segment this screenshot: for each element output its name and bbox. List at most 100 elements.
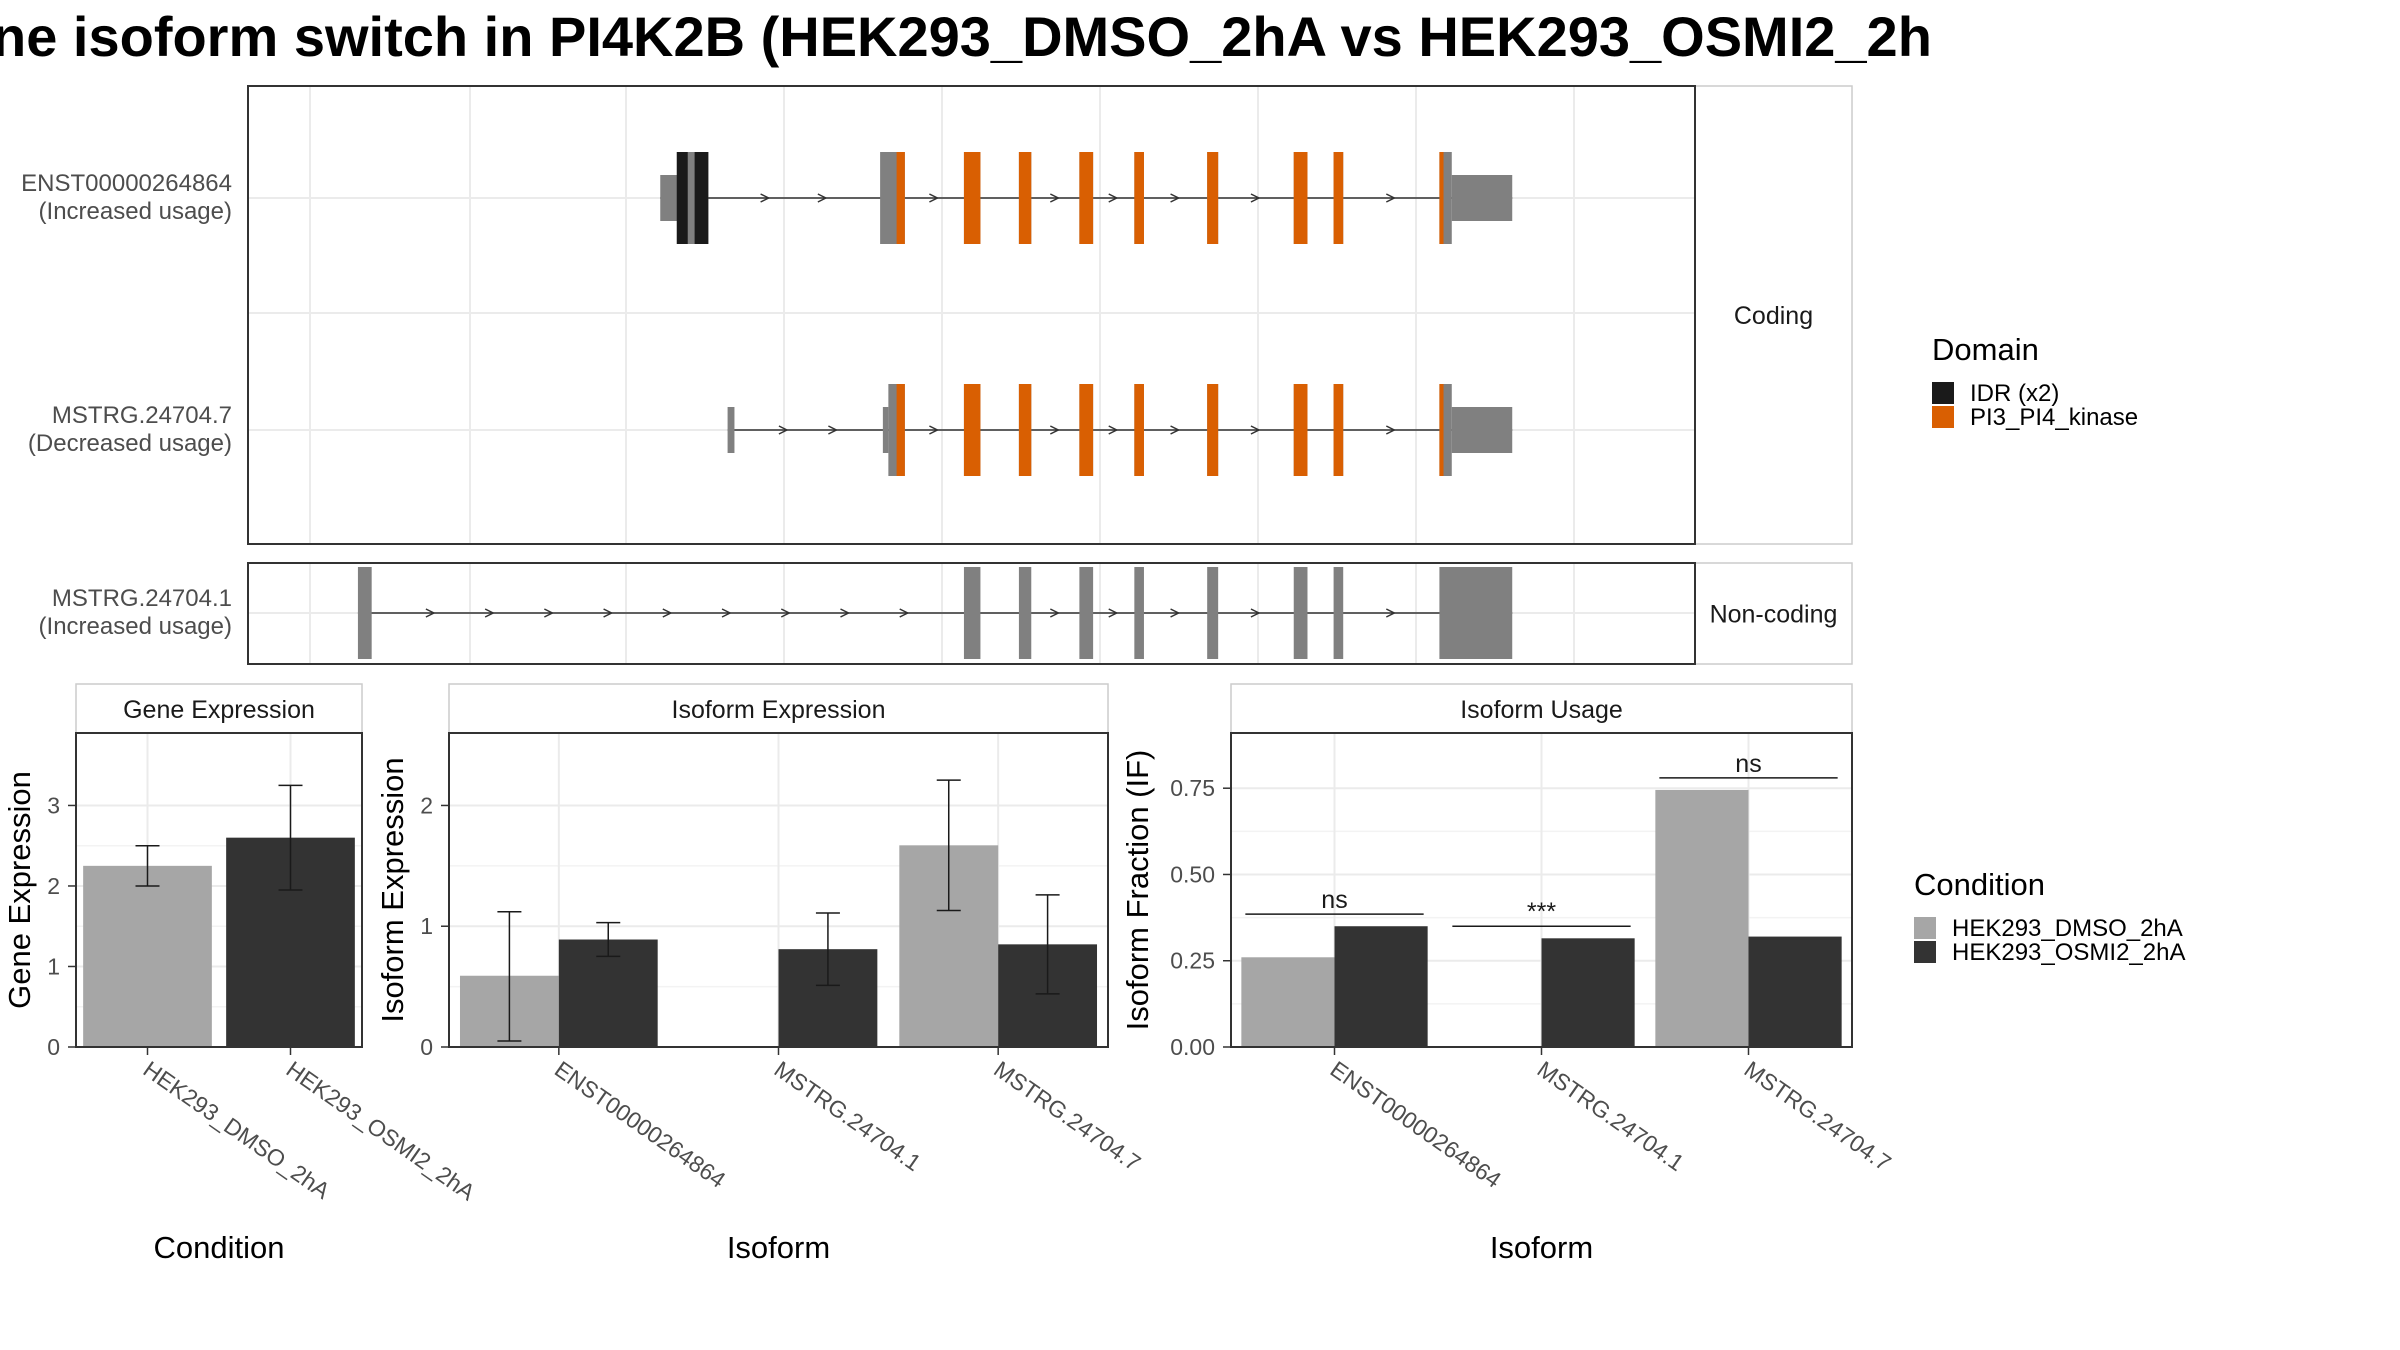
- x-axis-title: Isoform: [727, 1230, 830, 1265]
- figure-title: ne isoform switch in PI4K2B (HEK293_DMSO…: [0, 5, 1932, 68]
- transcript-label: ENST00000264864: [21, 170, 232, 197]
- strand-arrow: [484, 608, 495, 618]
- strand-arrow: [1108, 193, 1119, 203]
- strand-arrow: [780, 608, 791, 618]
- strand-arrow: [603, 608, 614, 618]
- noncoding-exon: [1439, 567, 1513, 659]
- noncoding-exon: [963, 567, 981, 659]
- strand-arrow: [1170, 425, 1181, 435]
- y-tick-label: 0.25: [1170, 948, 1215, 974]
- x-axis-title: Isoform: [1490, 1230, 1593, 1265]
- noncoding-exon: [1333, 567, 1344, 659]
- strand-arrow: [1170, 193, 1181, 203]
- strand-arrow: [778, 425, 789, 435]
- domain-segment: [1134, 384, 1144, 476]
- legend-swatch: [1932, 382, 1954, 404]
- panel-border: [1230, 732, 1853, 1048]
- noncoding-exon: [1293, 567, 1308, 659]
- transcript-usage-label: (Increased usage): [39, 198, 232, 225]
- panel-strip-label: Isoform Usage: [1460, 696, 1623, 724]
- transcript-usage-label: (Decreased usage): [28, 430, 232, 457]
- facet-strip-label: Coding: [1734, 302, 1813, 330]
- strand-arrow: [840, 608, 851, 618]
- strand-arrow: [1250, 608, 1261, 618]
- domain-segment: [694, 152, 709, 244]
- domain-segment: [1018, 384, 1032, 476]
- x-axis-title: Condition: [154, 1230, 285, 1265]
- facet-strip-label: Non-coding: [1710, 601, 1838, 629]
- strand-arrow: [1049, 425, 1060, 435]
- noncoding-exon: [1018, 567, 1032, 659]
- y-tick-label: 2: [47, 873, 60, 899]
- transcript-label: MSTRG.24704.1: [52, 585, 232, 612]
- bar: [1241, 957, 1335, 1047]
- legend-label: HEK293_DMSO_2hA: [1952, 915, 2183, 942]
- legend-label: IDR (x2): [1970, 380, 2059, 407]
- facet-strip: [1694, 562, 1853, 665]
- x-tick-label: MSTRG.24704.1: [1533, 1056, 1689, 1176]
- domain-segment: [1207, 152, 1219, 244]
- y-axis-title: Gene Expression: [2, 771, 37, 1009]
- y-axis-title: Isoform Fraction (IF): [1120, 750, 1155, 1031]
- significance-label: ns: [1735, 750, 1761, 778]
- noncoding-exon: [1207, 567, 1219, 659]
- domain-segment: [896, 384, 905, 476]
- panel-border: [75, 732, 363, 1048]
- strand-arrow: [1385, 608, 1396, 618]
- y-axis-title: Isoform Expression: [375, 757, 410, 1022]
- domain-segment: [896, 152, 905, 244]
- strand-arrow: [1170, 608, 1181, 618]
- strand-arrow: [1108, 608, 1119, 618]
- strand-arrow: [929, 193, 940, 203]
- strand-arrow: [1108, 425, 1119, 435]
- strand-arrow: [760, 193, 771, 203]
- strand-arrow: [817, 193, 828, 203]
- strand-arrow: [425, 608, 436, 618]
- y-tick-label: 1: [420, 913, 433, 939]
- legend-label: PI3_PI4_kinase: [1970, 404, 2138, 431]
- bar: [558, 939, 658, 1047]
- utr-exon: [1451, 175, 1513, 221]
- transcript-label: MSTRG.24704.7: [52, 402, 232, 429]
- legend-swatch: [1914, 917, 1936, 939]
- strand-arrow: [1250, 425, 1261, 435]
- utr-exon: [727, 407, 735, 453]
- domain-segment: [1293, 152, 1308, 244]
- legend-label: HEK293_OSMI2_2hA: [1952, 939, 2185, 966]
- utr-exon: [1451, 407, 1513, 453]
- isoform-expression-panel: Isoform Expression 0 1 2 ENST00000264864 MSTR…: [375, 683, 1146, 1265]
- strand-arrow: [1385, 193, 1396, 203]
- structure-facet-coding: Coding ENST00000264864(Increased usage) MS…: [21, 85, 1853, 545]
- legends: Domain IDR (x2)PI3_PI4_kinase Condition HEK…: [1914, 332, 2185, 966]
- y-tick-label: 0: [47, 1034, 60, 1060]
- legend-swatch: [1932, 406, 1954, 428]
- panel-strip: [1230, 683, 1853, 734]
- x-tick-label: MSTRG.24704.1: [770, 1056, 926, 1176]
- domain-segment: [1439, 152, 1444, 244]
- y-tick-label: 0: [420, 1034, 433, 1060]
- panel-strip-label: Isoform Expression: [672, 696, 886, 724]
- transcript-usage-label: (Increased usage): [39, 613, 232, 640]
- transcript-MSTRG.24704.1: MSTRG.24704.1(Increased usage): [39, 567, 1513, 659]
- panel-border: [448, 732, 1109, 1048]
- facet-border: [247, 85, 1696, 545]
- strand-arrow: [721, 608, 732, 618]
- utr-exon: [882, 407, 889, 453]
- domain-segment: [676, 152, 688, 244]
- y-tick-label: 0.50: [1170, 861, 1215, 887]
- strand-arrow: [544, 608, 555, 618]
- domain-segment: [963, 384, 981, 476]
- facet-strip: [1694, 85, 1853, 545]
- legend-domain: Domain IDR (x2)PI3_PI4_kinase: [1932, 332, 2138, 431]
- significance-label: ns: [1321, 886, 1347, 914]
- noncoding-exon: [357, 567, 372, 659]
- noncoding-exon: [1134, 567, 1144, 659]
- x-tick-label: ENST00000264864: [1326, 1056, 1507, 1193]
- domain-segment: [1333, 152, 1344, 244]
- x-tick-label: ENST00000264864: [550, 1056, 731, 1193]
- bar: [1334, 926, 1428, 1047]
- y-tick-label: 2: [420, 792, 433, 818]
